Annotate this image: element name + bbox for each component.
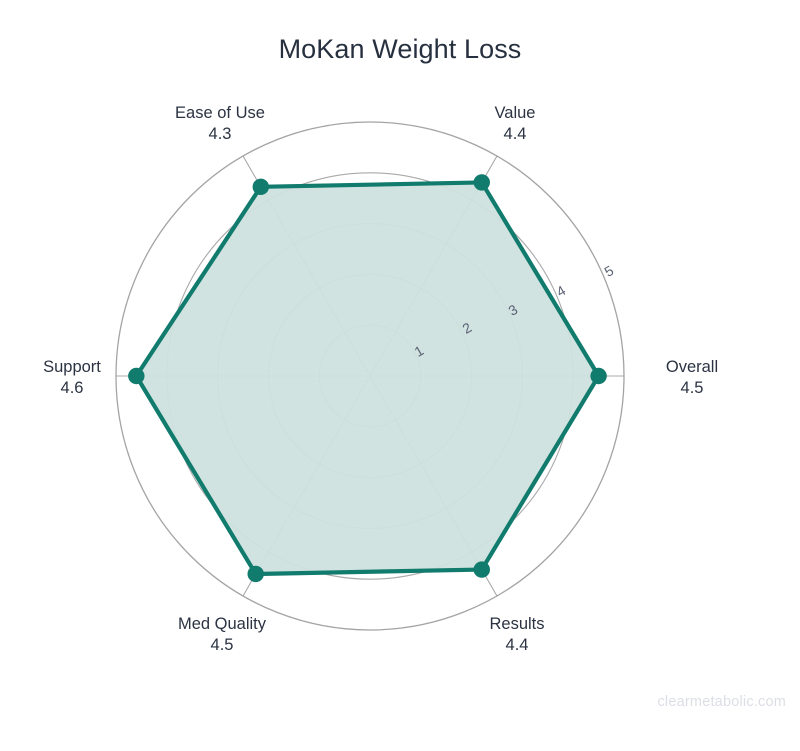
chart-title: MoKan Weight Loss (278, 34, 522, 64)
data-point-med-quality (247, 565, 264, 583)
site-watermark: clearmetabolic.com (657, 694, 786, 710)
series-points (128, 174, 607, 583)
data-point-results (473, 561, 490, 578)
data-point-value (473, 174, 490, 191)
data-point-overall (590, 367, 607, 385)
series-fill-area (136, 182, 599, 574)
data-point-ease-of-use (252, 178, 269, 196)
data-point-support (128, 367, 145, 385)
